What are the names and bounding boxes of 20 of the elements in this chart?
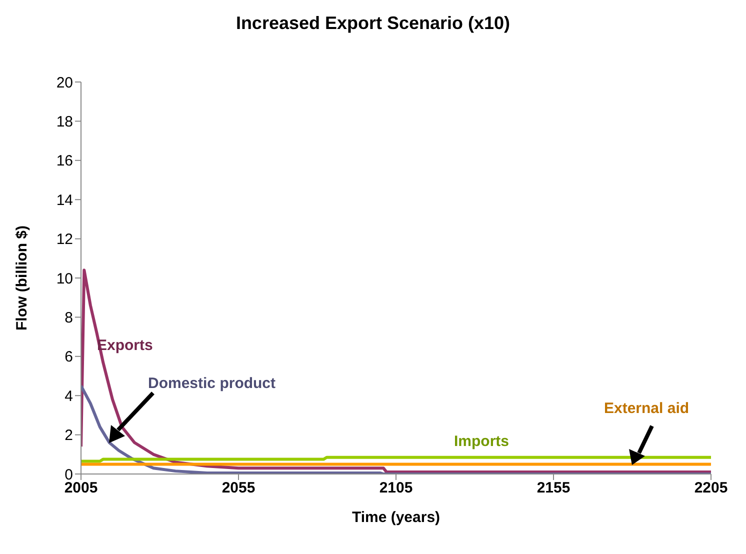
x-tick-label: 2155 [536, 480, 570, 497]
y-tick-label: 8 [64, 310, 73, 327]
y-tick-label: 6 [64, 348, 73, 366]
x-tick-label: 2055 [222, 480, 256, 497]
x-axis-title: Time (years) [352, 509, 440, 526]
y-tick-label: 20 [56, 74, 73, 92]
y-tick-label: 2 [64, 427, 73, 444]
y-tick-label: 4 [64, 388, 73, 405]
text: External aid [604, 400, 690, 417]
y-tick-label: 16 [56, 152, 73, 170]
y-tick-label: 18 [56, 114, 73, 131]
y-tick-label: 12 [56, 231, 73, 248]
x-tick-label: 2205 [694, 480, 728, 497]
series-label: Imports [454, 433, 510, 450]
y-tick-label: 14 [56, 192, 73, 209]
chart-title: Increased Export Scenario (x10) [234, 13, 512, 34]
x-tick-label: 2105 [379, 480, 413, 497]
y-axis-title: Flow (billion $) [13, 226, 30, 330]
y-tick-label: 10 [56, 270, 73, 288]
text: Domestic product [148, 375, 276, 392]
